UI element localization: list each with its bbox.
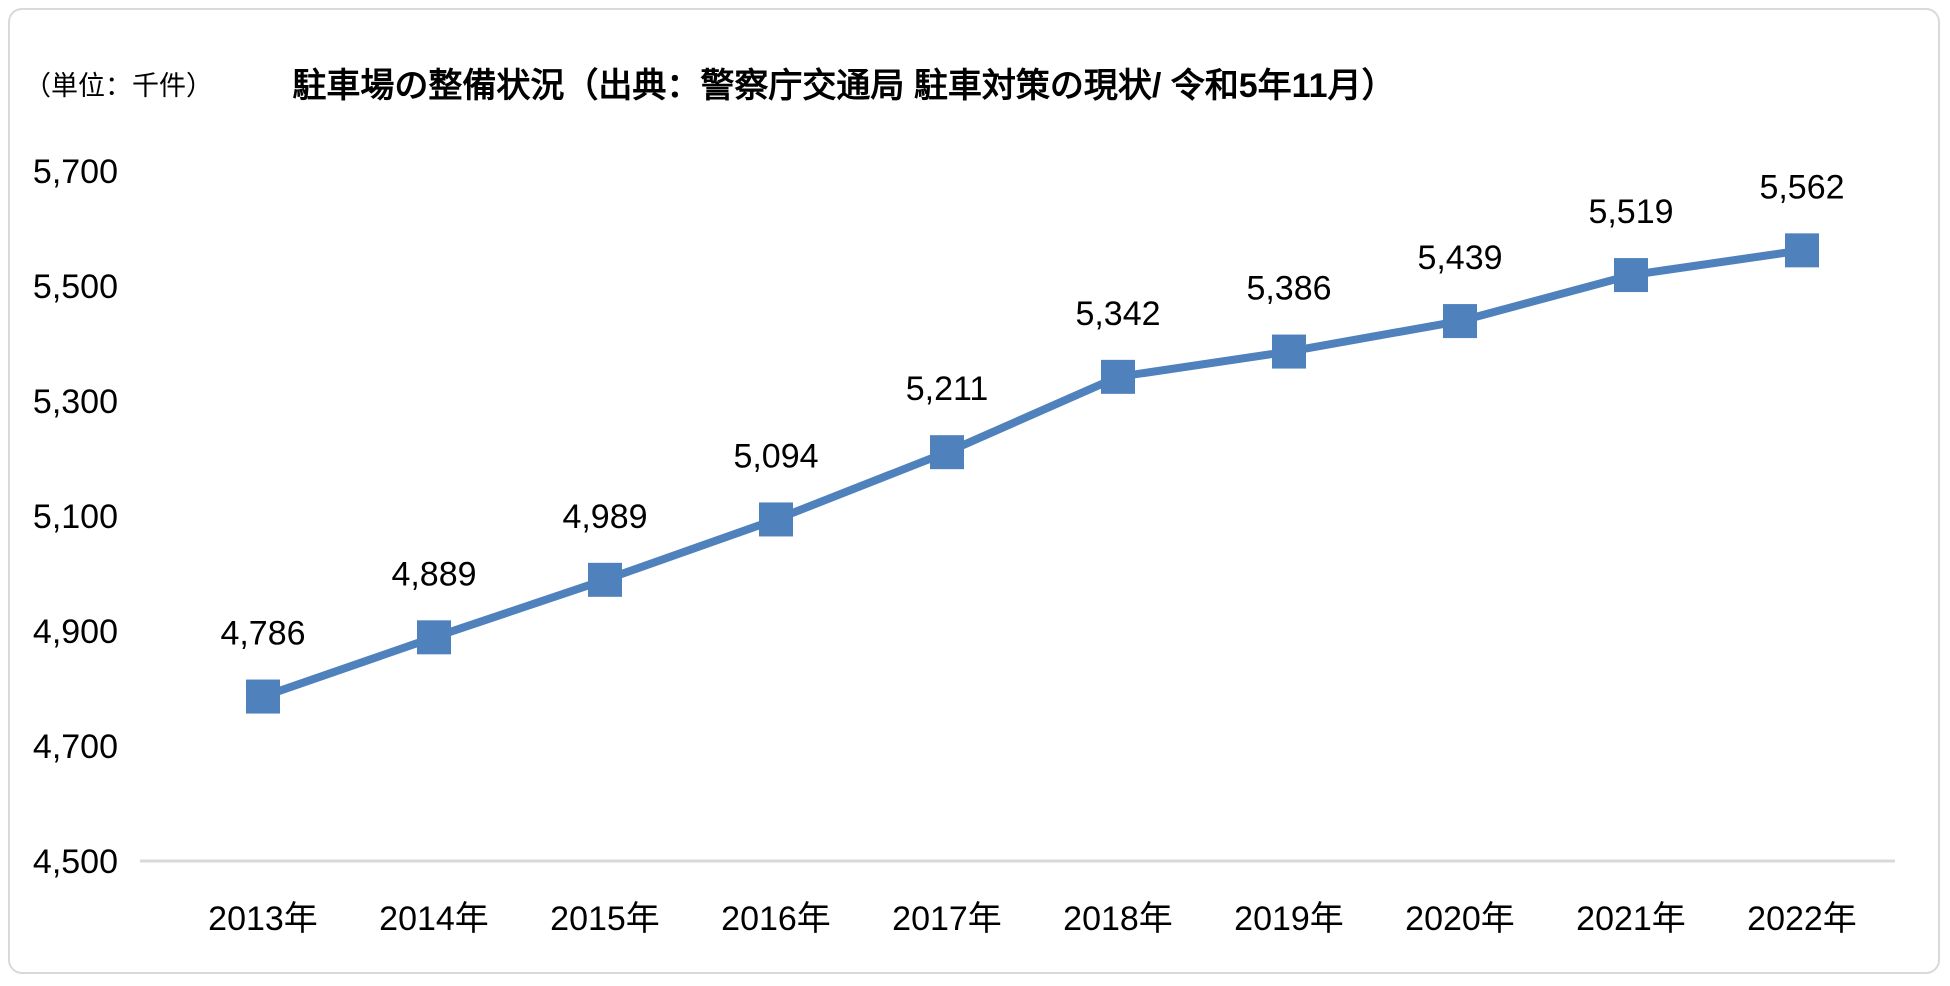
data-point-label: 5,562 xyxy=(1759,168,1844,206)
data-point-label: 5,094 xyxy=(733,437,818,475)
data-point-marker xyxy=(930,435,964,470)
x-axis-category-label: 2013年 xyxy=(208,900,318,938)
x-axis-category-label: 2019年 xyxy=(1234,900,1344,938)
data-point-label: 5,519 xyxy=(1588,193,1673,231)
x-axis-category-label: 2021年 xyxy=(1576,900,1686,938)
data-point-marker xyxy=(759,502,793,537)
y-axis-tick-label: 5,100 xyxy=(33,498,118,536)
line-chart-plot: 4,500 4,700 4,900 5,100 5,300 5,500 5,700 2013年… xyxy=(33,153,1895,938)
x-axis-category-label: 2018年 xyxy=(1063,900,1173,938)
x-axis-category-label: 2017年 xyxy=(892,900,1002,938)
data-point-label: 5,342 xyxy=(1075,295,1160,333)
x-axis-category-label: 2020年 xyxy=(1405,900,1515,938)
series-line xyxy=(261,246,1803,701)
y-axis-tick-label: 4,700 xyxy=(33,728,118,766)
data-point-marker xyxy=(417,620,451,655)
data-point-marker xyxy=(1785,233,1819,268)
data-point-label: 4,889 xyxy=(391,555,476,593)
y-axis-tick-label: 4,500 xyxy=(33,843,118,881)
data-point-label: 5,439 xyxy=(1417,239,1502,277)
x-axis-category-label: 2015年 xyxy=(550,900,660,938)
unit-label: （単位：千件） xyxy=(24,71,213,101)
data-point-marker xyxy=(588,562,622,597)
x-axis-category-label: 2016年 xyxy=(721,900,831,938)
y-axis-tick-label: 4,900 xyxy=(33,613,118,651)
data-point-marker xyxy=(1101,359,1135,394)
y-axis-tick-label: 5,500 xyxy=(33,268,118,306)
data-point-marker xyxy=(1614,258,1648,293)
y-axis-tick-label: 5,700 xyxy=(33,153,118,191)
data-point-label: 4,786 xyxy=(220,615,305,653)
data-point-label: 5,211 xyxy=(906,370,989,408)
data-point-marker xyxy=(1272,334,1306,369)
chart-canvas: （単位：千件） 駐車場の整備状況（出典：警察庁交通局 駐車対策の現状/ 令和5年… xyxy=(8,8,1940,974)
data-point-marker xyxy=(1443,304,1477,339)
data-point-label: 4,989 xyxy=(562,498,647,536)
data-point-label: 5,386 xyxy=(1246,270,1331,308)
data-point-marker xyxy=(246,679,280,714)
chart-title: 駐車場の整備状況（出典：警察庁交通局 駐車対策の現状/ 令和5年11月） xyxy=(292,67,1396,105)
x-axis-category-label: 2014年 xyxy=(379,900,489,938)
y-axis-tick-label: 5,300 xyxy=(33,383,118,421)
x-axis-category-label: 2022年 xyxy=(1747,900,1857,938)
